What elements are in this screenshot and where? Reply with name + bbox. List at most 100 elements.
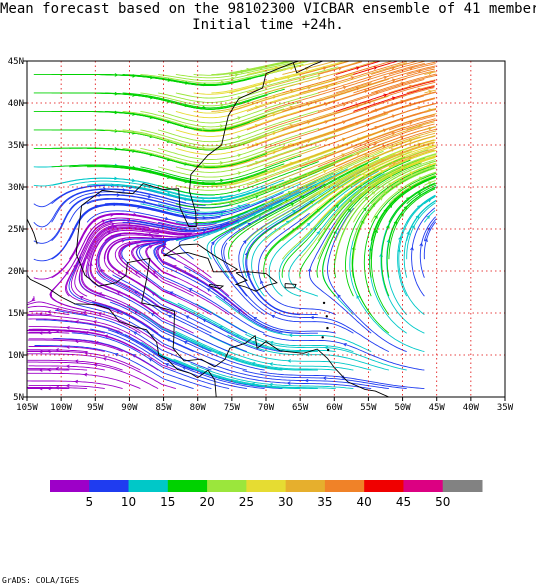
x-tick-label: 40W bbox=[463, 403, 480, 413]
streamline-arrow bbox=[337, 294, 341, 298]
streamline bbox=[353, 162, 437, 223]
streamline bbox=[33, 110, 198, 131]
streamline-arrow bbox=[382, 144, 387, 149]
streamline-arrow bbox=[247, 272, 251, 276]
map-grid bbox=[27, 61, 505, 397]
streamline bbox=[33, 129, 198, 150]
streamline bbox=[27, 368, 88, 371]
streamline bbox=[96, 270, 248, 353]
x-tick-label: 60W bbox=[326, 403, 343, 413]
streamline-arrow bbox=[237, 188, 242, 193]
streamline bbox=[246, 62, 408, 112]
x-tick-label: 100W bbox=[50, 403, 72, 413]
streamline-arrow bbox=[269, 205, 274, 209]
streamline bbox=[223, 242, 354, 334]
streamline-arrow bbox=[399, 152, 404, 156]
streamline bbox=[282, 61, 392, 94]
streamline bbox=[322, 162, 422, 297]
streamline bbox=[157, 145, 320, 178]
coastline bbox=[234, 271, 278, 292]
streamline-arrow bbox=[342, 85, 347, 90]
streamline-arrow bbox=[83, 372, 88, 377]
streamline-arrow bbox=[307, 86, 312, 90]
streamline-arrow bbox=[237, 204, 242, 209]
streamline-arrow bbox=[339, 166, 344, 171]
streamline-arrow bbox=[424, 238, 428, 243]
x-tick-label: 50W bbox=[394, 403, 411, 413]
streamline bbox=[424, 89, 437, 94]
streamline-arrow bbox=[286, 75, 291, 80]
coastline bbox=[284, 283, 297, 289]
streamline-arrow bbox=[292, 209, 296, 214]
streamline bbox=[193, 154, 353, 206]
streamline-arrow bbox=[355, 66, 360, 70]
streamline-arrow bbox=[365, 139, 370, 144]
colorbar-swatch bbox=[324, 480, 365, 492]
streamline bbox=[175, 117, 337, 155]
streamline-arrow bbox=[408, 102, 414, 107]
streamline-arrow bbox=[388, 182, 393, 186]
streamline bbox=[228, 156, 380, 242]
streamline bbox=[353, 61, 398, 75]
streamline-arrow bbox=[147, 194, 152, 199]
streamline-arrow bbox=[397, 188, 402, 192]
streamline bbox=[104, 92, 268, 110]
streamline-arrow bbox=[409, 66, 414, 71]
streamline bbox=[68, 213, 217, 260]
streamline bbox=[53, 337, 212, 390]
x-tick-label: 105W bbox=[16, 403, 38, 413]
streamline-arrow bbox=[251, 382, 256, 386]
y-tick-label: 45N bbox=[8, 57, 24, 67]
streamline bbox=[406, 155, 437, 168]
coastline bbox=[75, 62, 294, 368]
y-tick-label: 30N bbox=[8, 183, 24, 193]
streamline bbox=[423, 218, 437, 241]
streamline-arrow bbox=[347, 208, 352, 213]
streamline bbox=[69, 92, 234, 110]
coastline bbox=[27, 218, 38, 245]
streamline bbox=[69, 110, 233, 132]
streamline bbox=[228, 78, 389, 131]
streamline-arrow bbox=[428, 71, 433, 76]
streamline-arrow bbox=[260, 280, 264, 284]
streamline-arrow bbox=[355, 87, 360, 91]
streamline-arrow bbox=[202, 82, 207, 87]
streamline-arrow bbox=[316, 230, 320, 235]
streamline-arrow bbox=[269, 362, 273, 366]
streamline bbox=[317, 61, 363, 75]
streamline-arrow bbox=[335, 76, 340, 80]
streamline-arrow bbox=[237, 135, 242, 140]
streamline bbox=[175, 134, 337, 173]
streamline bbox=[246, 61, 306, 75]
streamline bbox=[317, 91, 437, 131]
streamline bbox=[140, 63, 304, 84]
streamline-arrow bbox=[219, 143, 224, 148]
coastline bbox=[163, 243, 239, 273]
streamline-arrow bbox=[428, 163, 433, 168]
streamline-arrow bbox=[368, 182, 373, 187]
streamline bbox=[104, 166, 268, 185]
streamline-arrow bbox=[289, 178, 294, 182]
streamline-arrow bbox=[323, 169, 327, 174]
streamline-arrow bbox=[304, 378, 309, 383]
streamline-arrow bbox=[84, 351, 88, 355]
streamline bbox=[97, 234, 212, 334]
streamline bbox=[211, 82, 372, 131]
streamline bbox=[424, 196, 436, 205]
streamline-arrow bbox=[133, 212, 138, 217]
colorbar-label: 45 bbox=[396, 495, 411, 509]
streamline-field bbox=[27, 61, 437, 391]
streamline bbox=[28, 310, 70, 316]
streamline-arrow bbox=[74, 359, 79, 363]
streamline-arrow bbox=[383, 75, 388, 80]
streamline-arrow bbox=[201, 127, 206, 131]
streamline bbox=[190, 363, 354, 390]
y-axis-labels: 5N 10N 15N 20N 25N 30N 35N 40N 45N bbox=[8, 57, 24, 403]
streamline bbox=[264, 62, 425, 112]
streamline bbox=[33, 193, 182, 244]
streamline-arrow bbox=[409, 171, 414, 175]
streamline bbox=[317, 74, 437, 112]
streamline-arrow bbox=[255, 178, 260, 183]
streamline bbox=[122, 127, 285, 149]
x-tick-label: 75W bbox=[224, 403, 241, 413]
